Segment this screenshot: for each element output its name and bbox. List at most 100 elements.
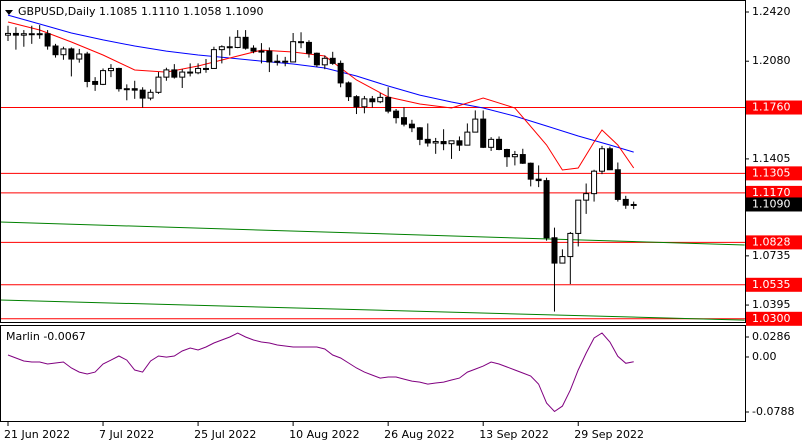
candle-body [559, 256, 566, 264]
candle-body [250, 47, 257, 52]
level-label: 1.0300 [752, 312, 791, 325]
moving-average [7, 21, 635, 171]
candle-body [203, 67, 209, 70]
candle-body [313, 52, 320, 66]
candle-body [591, 170, 598, 195]
candle-body [163, 69, 170, 78]
candle-body [187, 71, 194, 74]
candle-body [575, 199, 582, 234]
candle-body [258, 50, 265, 53]
candle-body [448, 140, 455, 145]
candle-body [606, 148, 613, 171]
x-tick-label: 29 Sep 2022 [574, 428, 644, 441]
candle-body [377, 96, 384, 103]
level-label-box [746, 277, 802, 292]
candle-body [464, 131, 471, 146]
candle-body [488, 138, 495, 148]
x-tick-label: 26 Aug 2022 [384, 428, 454, 441]
y-tick-label: 1.2420 [752, 5, 791, 18]
menu-arrow[interactable] [5, 10, 13, 15]
candle-body [298, 41, 305, 44]
candle-body [329, 57, 336, 64]
candle-body [321, 57, 328, 66]
candle-body [424, 138, 431, 144]
candle-body [107, 67, 114, 72]
candle-body [115, 67, 122, 90]
candle-body [567, 232, 574, 258]
candle-body [84, 53, 91, 82]
candle-body [401, 117, 407, 125]
indicator-frame [0, 325, 746, 422]
candle-body [519, 154, 526, 164]
candle-body [337, 62, 344, 84]
candle-body [416, 127, 423, 140]
candle-body [76, 53, 83, 60]
candle-body [535, 178, 542, 182]
trend-line [0, 221, 745, 246]
candle-body [171, 69, 178, 78]
candle-body [242, 36, 249, 49]
candle-body [155, 76, 162, 93]
candle-body [583, 193, 590, 201]
candle-body [543, 180, 550, 239]
candle-body [503, 148, 510, 158]
chart-title: GBPUSD,Daily 1.1085 1.1110 1.1058 1.1090 [18, 5, 263, 18]
y-tick-label: 1.2080 [752, 54, 791, 67]
x-tick-label: 13 Sep 2022 [479, 428, 549, 441]
candle-body [345, 82, 352, 98]
level-label: 1.1305 [752, 166, 791, 179]
current-price-box [746, 197, 802, 212]
level-label-box [746, 166, 802, 181]
candle-body [393, 110, 400, 119]
level-label: 1.1170 [752, 186, 791, 199]
level-label: 1.1760 [752, 101, 791, 114]
level-label-box [746, 311, 802, 326]
indicator-label: Marlin -0.0067 [6, 330, 86, 343]
candle-body [266, 50, 273, 63]
candle-body [5, 32, 11, 36]
x-tick-label: 7 Jul 2022 [99, 428, 154, 441]
candle-body [210, 49, 217, 69]
candle-body [527, 162, 534, 180]
candle-body [100, 70, 107, 85]
candle-body [511, 154, 518, 158]
candle-body [480, 118, 487, 148]
indicator-tick-label: 0.00 [752, 350, 777, 363]
candle-body [290, 41, 297, 63]
candle-body [44, 33, 51, 47]
candle-body [218, 46, 225, 51]
trend-line [0, 299, 745, 321]
candle-body [408, 123, 415, 129]
candle-body [472, 118, 479, 133]
candle-body [599, 148, 605, 172]
candle-body [12, 32, 19, 36]
candle-body [496, 138, 503, 150]
candle-body [131, 88, 138, 91]
axes-layer: 1.2420 1.2080 1.1405 1.0735 1.0395 1.1760 1.13… [4, 5, 802, 441]
level-label: 1.0828 [752, 235, 791, 248]
candle-body [274, 60, 281, 63]
level-label-box [746, 100, 802, 115]
candle-body [432, 141, 439, 144]
level-label-box [746, 185, 802, 200]
candle-body [195, 67, 202, 74]
indicator-layer [7, 332, 634, 413]
candle-body [52, 45, 59, 56]
candle-body [234, 36, 241, 48]
candle-body [28, 33, 35, 36]
indicator-tick-label: 0.0286 [752, 330, 791, 343]
candle-body [139, 89, 146, 99]
candle-body [147, 91, 154, 99]
indicator-tick-label: -0.0788 [752, 405, 794, 418]
candle-body [226, 46, 233, 49]
candle-body [614, 169, 621, 200]
current-price-label: 1.1090 [752, 197, 791, 210]
level-label: 1.0535 [752, 278, 791, 291]
candle-body [440, 141, 447, 145]
candle-body [385, 96, 392, 112]
candle-body [20, 33, 27, 36]
candle-body [361, 98, 368, 108]
candle-body [68, 48, 75, 60]
